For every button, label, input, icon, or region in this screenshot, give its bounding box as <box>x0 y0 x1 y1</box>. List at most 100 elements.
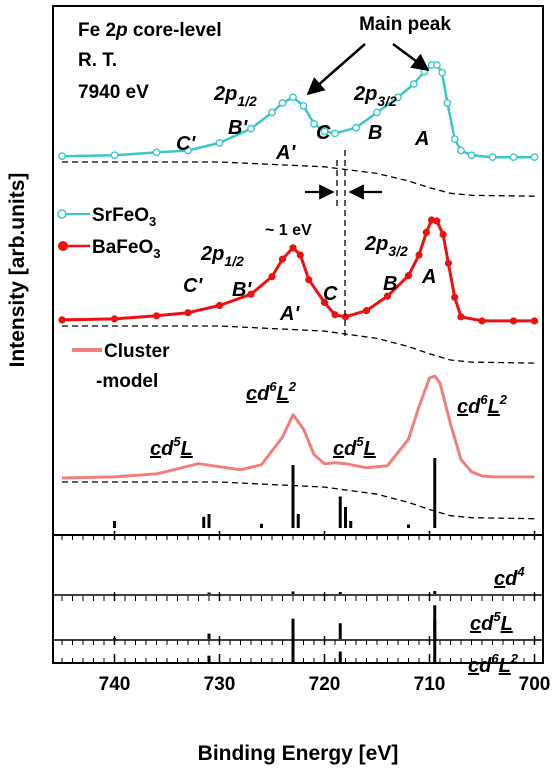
data-point-BaFeO3 <box>268 273 276 281</box>
legend-cluster-label-1: Cluster <box>104 341 170 362</box>
data-point-BaFeO3 <box>305 276 313 284</box>
shift-label: ~ 1 eV <box>265 222 312 239</box>
series-line-SrFeO3 <box>61 63 535 159</box>
background-curve <box>62 161 535 197</box>
data-point-SrFeO3 <box>268 108 276 117</box>
stick-spectra <box>113 458 437 662</box>
data-point-SrFeO3 <box>152 148 161 157</box>
data-point-BaFeO3 <box>296 251 304 259</box>
data-point-BaFeO3 <box>509 317 518 325</box>
main-peak-label: Main peak <box>359 14 451 35</box>
data-point-BaFeO3 <box>451 293 459 301</box>
data-point-BaFeO3 <box>433 217 441 225</box>
sr-2p32-label: 2p3/2 <box>353 83 397 109</box>
data-point-BaFeO3 <box>341 313 350 321</box>
background-curve <box>62 325 535 364</box>
data-point-BaFeO3 <box>383 292 392 300</box>
data-point-BaFeO3 <box>58 316 66 324</box>
series-line-BaFeO3 <box>61 218 535 323</box>
data-point-BaFeO3 <box>320 298 329 306</box>
data-point-SrFeO3 <box>443 99 452 107</box>
data-point-BaFeO3 <box>478 317 486 325</box>
x-tick-label: 720 <box>309 674 341 695</box>
data-point-SrFeO3 <box>438 68 446 77</box>
data-point-BaFeO3 <box>404 272 413 280</box>
data-point-SrFeO3 <box>310 120 318 128</box>
data-point-BaFeO3 <box>152 312 161 320</box>
data-point-BaFeO3 <box>215 301 224 310</box>
data-point-SrFeO3 <box>394 93 402 102</box>
data-point-SrFeO3 <box>509 153 518 162</box>
data-point-BaFeO3 <box>530 317 539 325</box>
x-axis-label: Binding Energy [eV] <box>198 742 399 765</box>
corner-title-line-2: R. T. <box>78 50 117 71</box>
data-point-BaFeO3 <box>362 307 371 315</box>
data-point-BaFeO3 <box>415 251 423 259</box>
data-point-SrFeO3 <box>530 153 539 162</box>
x-tick-label: 700 <box>519 674 551 695</box>
cluster-label-cd6L2-left: cd6L2 <box>246 379 297 405</box>
main-peak-arrow-right <box>392 42 430 72</box>
sr-Bp-label: B' <box>228 117 248 139</box>
x-tick-label: 730 <box>204 674 236 695</box>
legend-sr-marker <box>57 209 67 219</box>
data-point-SrFeO3 <box>331 129 339 138</box>
ba-C-label: C <box>323 283 338 305</box>
data-point-SrFeO3 <box>432 61 441 69</box>
data-point-SrFeO3 <box>409 80 418 88</box>
data-point-BaFeO3 <box>289 244 297 252</box>
series-line-Cluster-model <box>61 374 535 480</box>
sr-C-label: C <box>316 122 331 144</box>
data-point-SrFeO3 <box>110 151 119 160</box>
data-point-SrFeO3 <box>289 93 297 102</box>
cluster-label-cd5L-left: cd5L <box>150 434 193 460</box>
data-point-SrFeO3 <box>320 127 329 136</box>
data-point-BaFeO3 <box>439 230 447 239</box>
data-point-BaFeO3 <box>184 309 192 317</box>
ba-Ap-label: A' <box>279 303 300 325</box>
data-point-SrFeO3 <box>488 153 497 162</box>
x-tick-label: 710 <box>414 674 446 695</box>
data-point-SrFeO3 <box>352 123 360 132</box>
ba-B-label: B <box>383 273 397 295</box>
data-point-SrFeO3 <box>247 124 255 133</box>
background-curves <box>62 161 535 520</box>
legend-ba-marker <box>58 241 68 251</box>
data-point-SrFeO3 <box>278 99 287 107</box>
data-point-BaFeO3 <box>247 290 255 298</box>
data-point-BaFeO3 <box>331 311 339 319</box>
ba-A-label: A <box>421 266 436 288</box>
spectrum-curves <box>61 63 535 480</box>
ba-Bp-label: B' <box>232 279 252 301</box>
cluster-label-cd6L2-right: cd6L2 <box>457 392 508 418</box>
sr-Cp-label: C' <box>176 133 196 155</box>
legend: SrFeO3 BaFeO3 Cluster -model <box>57 205 170 392</box>
sr-2p12-label: 2p1/2 <box>213 83 257 109</box>
sr-B-label: B <box>368 122 382 144</box>
ba-2p32-label: 2p3/2 <box>364 233 408 259</box>
legend-cluster-label-2: -model <box>96 371 158 392</box>
legend-ba-label: BaFeO3 <box>92 237 160 261</box>
main-peak-arrow-left <box>306 43 366 96</box>
data-point-BaFeO3 <box>278 255 287 263</box>
y-axis-label: Intensity [arb.units] <box>6 173 29 368</box>
x-tick-label: 740 <box>99 674 131 695</box>
sr-Ap-label: A' <box>275 142 296 164</box>
subpanel-label-cd4: cd4 <box>494 564 525 590</box>
data-point-SrFeO3 <box>373 108 381 117</box>
background-curve <box>62 481 535 520</box>
corner-title-line-1: Fe 2p core-level <box>78 20 222 41</box>
data-point-SrFeO3 <box>450 135 459 144</box>
data-point-SrFeO3 <box>184 146 192 155</box>
data-point-BaFeO3 <box>110 315 119 323</box>
subpanel-label-cd5L: cd5L <box>470 609 513 635</box>
data-point-BaFeO3 <box>457 313 465 321</box>
data-point-SrFeO3 <box>215 138 224 147</box>
data-point-BaFeO3 <box>444 259 452 267</box>
cluster-label-cd5L-mid: cd5L <box>333 434 376 460</box>
legend-sr-label: SrFeO3 <box>92 205 156 229</box>
data-point-SrFeO3 <box>467 151 476 160</box>
ba-Cp-label: C' <box>183 275 203 297</box>
